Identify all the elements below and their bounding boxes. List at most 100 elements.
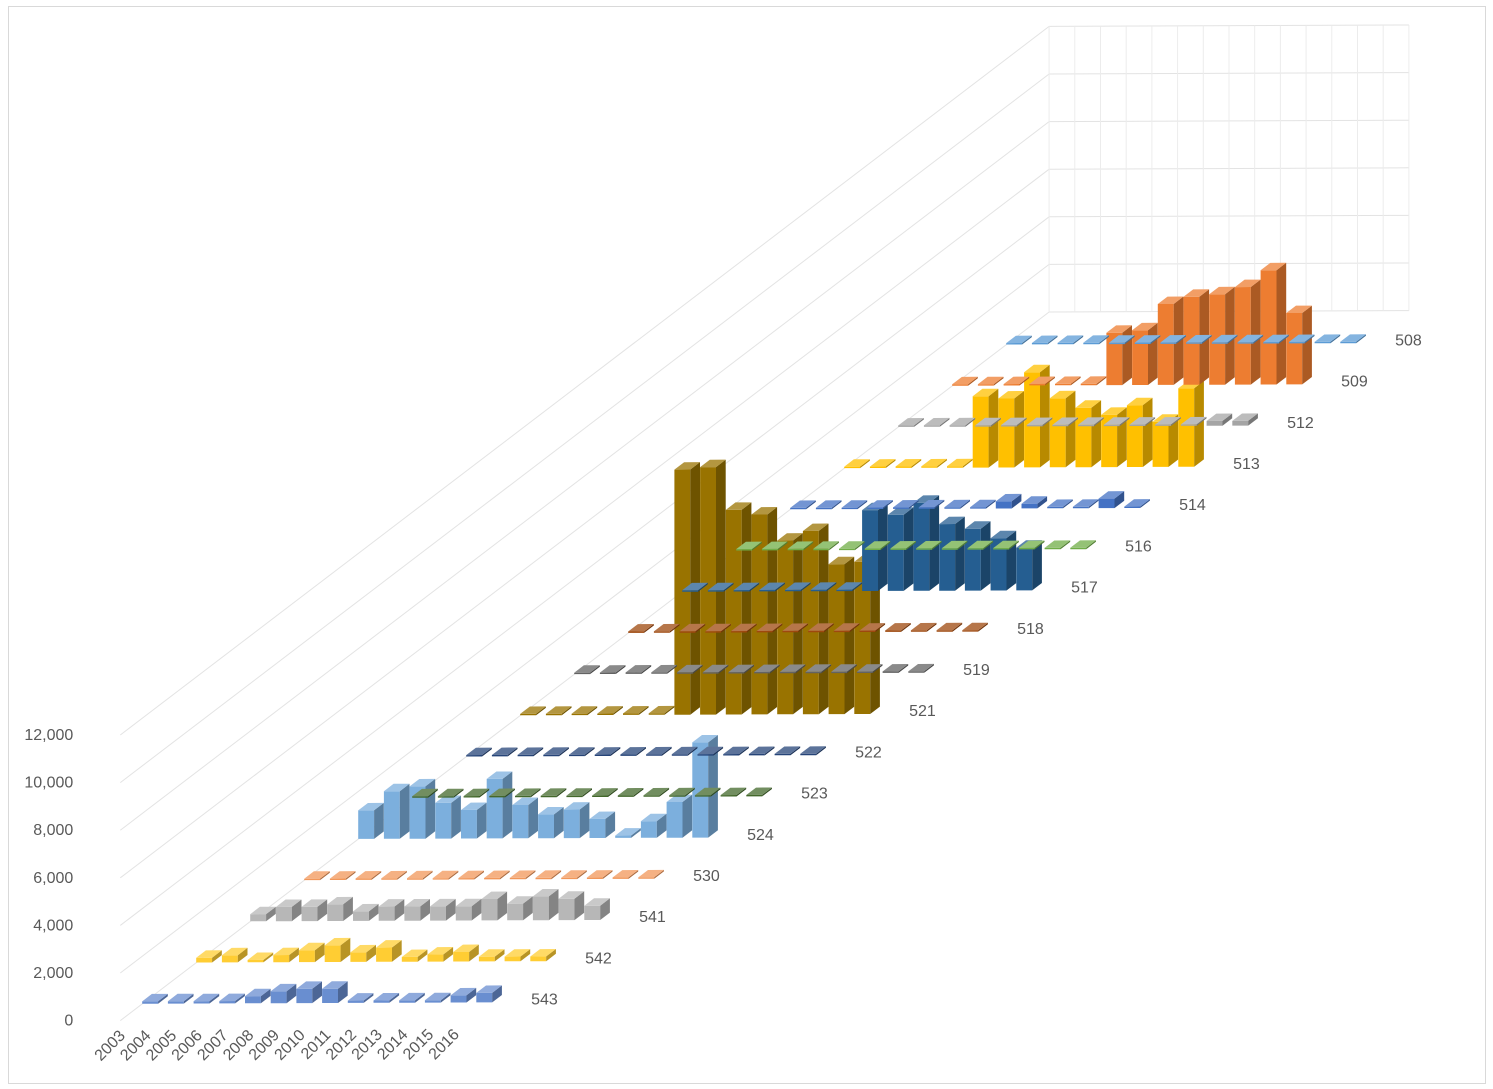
- bar-542-2012: [428, 947, 454, 962]
- bar-front-face: [728, 672, 744, 674]
- side-wall-gridline: [120, 26, 1049, 735]
- bar-front-face: [1158, 304, 1174, 385]
- bar-front-face: [479, 957, 495, 962]
- bar-522-2006: [543, 747, 569, 756]
- bar-front-face: [1135, 343, 1151, 345]
- bar-front-face: [998, 399, 1014, 468]
- bar-524-2012: [590, 812, 616, 839]
- bar-514-2004: [816, 500, 842, 509]
- bar-front-face: [484, 878, 500, 880]
- bar-508-2005: [1058, 335, 1084, 344]
- bar-front-face: [1178, 388, 1194, 467]
- bar-front-face: [695, 795, 711, 797]
- bar-front-face: [541, 796, 557, 798]
- bar-front-face: [458, 878, 474, 880]
- bar-518-2015: [937, 623, 963, 632]
- bar-front-face: [746, 795, 762, 797]
- side-wall-gridline: [120, 264, 1049, 973]
- bar-front-face: [520, 714, 536, 716]
- bar-front-face: [569, 755, 585, 757]
- bar-530-2015: [613, 870, 639, 879]
- bar-530-2005: [356, 871, 382, 880]
- bar-524-2006: [435, 796, 461, 839]
- bar-518-2014: [911, 623, 937, 632]
- bar-front-face: [407, 878, 423, 880]
- bar-509-2007: [1055, 376, 1081, 385]
- series-label: 513: [1233, 456, 1260, 473]
- bar-front-face: [245, 996, 261, 1003]
- bar-front-face: [425, 1000, 441, 1002]
- bar-front-face: [950, 425, 966, 427]
- bar-front-face: [271, 991, 287, 1003]
- bar-521-2014: [803, 524, 829, 715]
- bar-side-face: [989, 389, 999, 468]
- bar-521-2007: [623, 706, 649, 715]
- bar-front-face: [996, 501, 1012, 508]
- bar-front-face: [734, 590, 750, 592]
- bar-front-face: [759, 590, 775, 592]
- bar-front-face: [1207, 421, 1223, 426]
- bar-front-face: [374, 1000, 390, 1002]
- bar-front-face: [1212, 342, 1228, 344]
- bar-front-face: [1155, 424, 1171, 426]
- bar-front-face: [1081, 384, 1097, 386]
- bar-front-face: [1153, 422, 1169, 467]
- bar-front-face: [492, 755, 508, 757]
- bar-front-face: [677, 672, 693, 674]
- bar-524-2015: [667, 795, 693, 838]
- bar-543-2015: [451, 988, 477, 1003]
- bar-543-2006: [219, 994, 245, 1004]
- bar-front-face: [839, 549, 855, 551]
- series-label: 512: [1287, 415, 1314, 432]
- bar-524-2010: [538, 807, 564, 838]
- series-label: 508: [1395, 332, 1422, 349]
- bar-front-face: [1032, 343, 1048, 345]
- bar-front-face: [219, 1001, 235, 1003]
- bar-front-face: [921, 466, 937, 468]
- bar-509-2009: [1106, 325, 1132, 385]
- bar-front-face: [1022, 504, 1038, 509]
- bar-513-2011: [1050, 391, 1076, 468]
- bar-front-face: [615, 836, 631, 838]
- bar-513-2013: [1101, 407, 1127, 467]
- bar-524-2005: [410, 779, 436, 839]
- bar-front-face: [893, 507, 909, 509]
- bar-front-face: [937, 630, 953, 632]
- bar-front-face: [857, 672, 873, 674]
- bar-front-face: [1019, 548, 1035, 550]
- bar-508-2006: [1083, 335, 1109, 344]
- bar-front-face: [870, 467, 886, 469]
- bar-front-face: [919, 507, 935, 509]
- bar-front-face: [453, 952, 469, 962]
- bar-front-face: [402, 957, 418, 962]
- bar-front-face: [682, 590, 698, 592]
- bar-530-2003: [304, 871, 330, 880]
- bar-516-2016: [1070, 540, 1096, 549]
- chart-bars: [142, 263, 1366, 1004]
- bar-front-face: [674, 470, 690, 715]
- bar-front-face: [1058, 343, 1074, 345]
- bar-front-face: [574, 673, 590, 675]
- bar-front-face: [1238, 342, 1254, 344]
- bar-side-face: [400, 784, 410, 839]
- bar-front-face: [304, 879, 320, 881]
- bar-front-face: [1127, 405, 1143, 467]
- bar-front-face: [888, 515, 904, 591]
- bar-front-face: [476, 993, 492, 1003]
- bar-523-2011: [618, 788, 644, 797]
- bar-front-face: [842, 508, 858, 510]
- bar-front-face: [507, 904, 523, 921]
- bar-522-2004: [492, 748, 518, 757]
- bar-521-2003: [520, 706, 546, 715]
- bar-543-2014: [425, 993, 451, 1003]
- bar-front-face: [222, 955, 238, 962]
- series-label: 522: [855, 744, 882, 761]
- bar-front-face: [762, 549, 778, 551]
- bar-front-face: [168, 1001, 184, 1003]
- bar-front-face: [505, 957, 521, 962]
- bar-513-2009: [998, 391, 1024, 468]
- bar-front-face: [536, 878, 552, 880]
- bar-541-2010: [430, 899, 456, 921]
- bar-530-2007: [407, 871, 433, 880]
- bar-front-face: [962, 630, 978, 632]
